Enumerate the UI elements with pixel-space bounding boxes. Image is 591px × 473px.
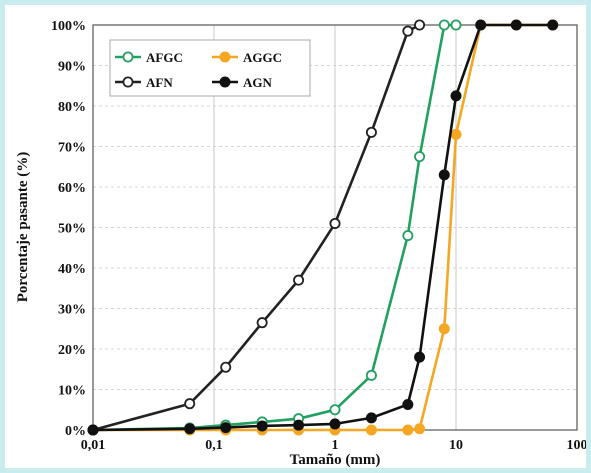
data-point-agn: [293, 419, 305, 431]
data-point-aggc: [414, 423, 426, 435]
tick-labels: 0% 10% 20% 30% 40% 50% 60% 70% 80% 90% 100% 0,01 0,1…: [51, 19, 588, 453]
data-point-agn: [510, 19, 522, 31]
series-line-aggc: [93, 23, 553, 432]
y-tick-label: 70%: [58, 141, 86, 156]
x-axis-title: Tamaño (mm): [290, 452, 381, 468]
data-point-agn: [414, 351, 426, 363]
data-point-afgc: [438, 19, 450, 31]
y-tick-label: 30%: [58, 303, 86, 318]
data-point-afn: [414, 19, 426, 31]
data-point-afgc: [402, 230, 414, 242]
x-tick-label: 100: [567, 438, 587, 453]
data-point-afn: [293, 274, 305, 286]
legend-marker-afn: [122, 76, 134, 88]
data-point-aggc: [402, 424, 414, 436]
legend-marker-agn: [219, 76, 231, 88]
data-point-agn: [438, 169, 450, 181]
data-point-afn: [256, 317, 268, 329]
y-tick-label: 20%: [58, 343, 86, 358]
data-point-aggc: [450, 128, 462, 140]
series-line-agn: [92, 23, 553, 432]
data-point-agn: [184, 423, 196, 435]
x-tick-label: 10: [449, 438, 463, 453]
chart-container: 0% 10% 20% 30% 40% 50% 60% 70% 80% 90% 100% 0,01 0,1…: [5, 5, 588, 468]
legend-label-agn: AGN: [243, 75, 273, 90]
data-point-afgc: [414, 151, 426, 163]
data-point-afgc: [329, 404, 341, 416]
data-point-agn: [87, 424, 99, 436]
data-point-aggc: [438, 323, 450, 335]
legend-marker-afgc: [122, 51, 134, 63]
y-tick-label: 100%: [51, 19, 86, 34]
y-tick-label: 0%: [65, 424, 86, 439]
data-point-agn: [450, 90, 462, 102]
x-tick-label: 0,01: [81, 438, 106, 453]
data-point-agn: [547, 19, 559, 31]
series-layer: [87, 19, 559, 436]
y-tick-label: 80%: [58, 100, 86, 115]
data-point-agn: [256, 420, 268, 432]
y-tick-label: 50%: [58, 222, 86, 237]
grading-curve-chart: 0% 10% 20% 30% 40% 50% 60% 70% 80% 90% 100% 0,01 0,1…: [15, 19, 588, 468]
data-point-afgc: [365, 369, 377, 381]
data-point-afn: [220, 361, 232, 373]
legend-label-aggc: AGGC: [243, 50, 282, 65]
data-point-afn: [365, 126, 377, 138]
x-tick-label: 1: [332, 438, 339, 453]
x-tick-label: 0,1: [205, 438, 223, 453]
legend-label-afn: AFN: [146, 75, 173, 90]
data-point-aggc: [365, 424, 377, 436]
data-point-afgc: [450, 19, 462, 31]
legend-box: [109, 39, 311, 97]
data-point-afn: [329, 217, 341, 229]
y-tick-label: 60%: [58, 181, 86, 196]
data-point-afn: [402, 25, 414, 37]
y-tick-label: 90%: [58, 60, 86, 75]
data-point-agn: [402, 398, 414, 410]
y-tick-label: 40%: [58, 262, 86, 277]
legend-marker-aggc: [219, 51, 231, 63]
data-point-agn: [475, 19, 487, 31]
data-point-agn: [329, 418, 341, 430]
data-point-agn: [365, 412, 377, 424]
data-point-agn: [220, 422, 232, 434]
y-axis-title: Porcentaje pasante (%): [15, 152, 31, 303]
data-point-afn: [184, 398, 196, 410]
legend-label-afgc: AFGC: [146, 50, 183, 65]
y-tick-label: 10%: [58, 384, 86, 399]
legend: AFGC AGGC AFN AGN: [109, 39, 311, 97]
